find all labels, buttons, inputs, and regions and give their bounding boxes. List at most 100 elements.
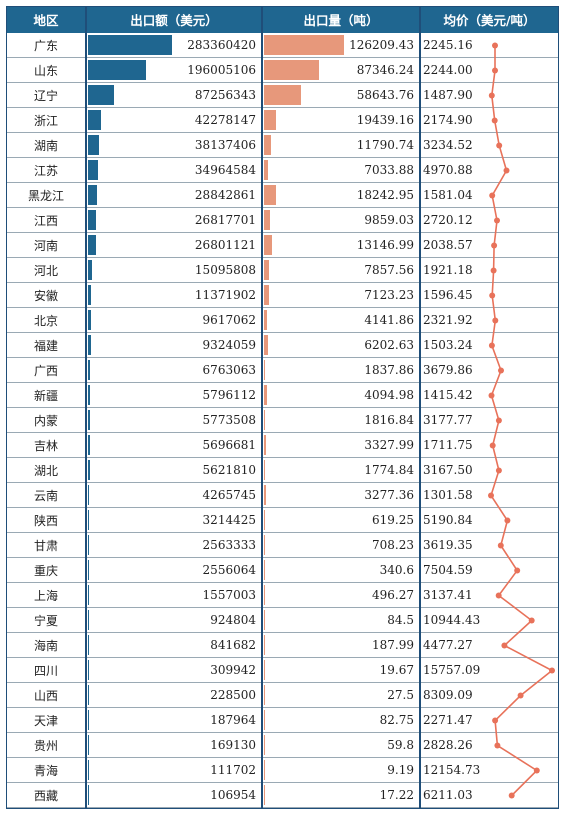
price-value: 6211.03 (423, 788, 473, 802)
amount-bar (88, 685, 89, 705)
price-value: 3177.77 (423, 413, 473, 427)
price-cell: 8309.09 (420, 683, 559, 707)
amount-value: 841682 (210, 638, 256, 652)
price-cell: 2720.12 (420, 208, 559, 232)
amount-bar (88, 85, 114, 105)
amount-cell: 5621810 (86, 458, 262, 482)
amount-bar (88, 560, 89, 580)
quantity-bar (264, 585, 265, 605)
price-cell: 2174.90 (420, 108, 559, 132)
amount-cell: 26817701 (86, 208, 262, 232)
amount-bar (88, 235, 96, 255)
price-value: 1581.04 (423, 188, 473, 202)
price-cell: 1596.45 (420, 283, 559, 307)
table-row: 江苏 34964584 7033.88 4970.88 (6, 158, 559, 183)
amount-cell: 5696681 (86, 433, 262, 457)
amount-cell: 2556064 (86, 558, 262, 582)
price-value: 2828.26 (423, 738, 473, 752)
quantity-bar (264, 235, 273, 255)
price-value: 10944.43 (423, 613, 481, 627)
quantity-cell: 3327.99 (262, 433, 420, 457)
price-cell: 1581.04 (420, 183, 559, 207)
amount-bar (88, 410, 90, 430)
quantity-bar (264, 360, 266, 380)
region-cell: 辽宁 (33, 88, 58, 103)
region-cell: 青海 (33, 763, 58, 778)
amount-cell: 9617062 (86, 308, 262, 332)
quantity-value: 11790.74 (356, 138, 414, 152)
quantity-value: 1837.86 (364, 363, 414, 377)
price-value: 2038.57 (423, 238, 473, 252)
price-cell: 10944.43 (420, 608, 559, 632)
header-quantity: 出口量（吨） (262, 6, 420, 33)
quantity-value: 19439.16 (356, 113, 414, 127)
region-cell: 江西 (33, 213, 58, 228)
table-row: 北京 9617062 4141.86 2321.92 (6, 308, 559, 333)
quantity-value: 17.22 (379, 788, 414, 802)
region-cell: 重庆 (33, 563, 58, 578)
region-cell: 天津 (33, 713, 58, 728)
quantity-cell: 13146.99 (262, 233, 420, 257)
quantity-value: 340.6 (379, 563, 414, 577)
price-cell: 2038.57 (420, 233, 559, 257)
price-value: 1301.58 (423, 488, 473, 502)
quantity-bar (264, 435, 267, 455)
table-row: 新疆 5796112 4094.98 1415.42 (6, 383, 559, 408)
quantity-bar (264, 685, 265, 705)
amount-value: 2563333 (202, 538, 256, 552)
table-row: 山西 228500 27.5 8309.09 (6, 683, 559, 708)
amount-bar (88, 335, 91, 355)
price-cell: 3234.52 (420, 133, 559, 157)
quantity-bar (264, 160, 269, 180)
amount-bar (88, 160, 99, 180)
table-row: 河北 15095808 7857.56 1921.18 (6, 258, 559, 283)
quantity-cell: 7033.88 (262, 158, 420, 182)
export-table: 地区 出口额（美元） 出口量（吨） 均价（美元/吨） 广东 283360420 12… (6, 6, 559, 809)
quantity-bar (264, 335, 268, 355)
quantity-cell: 84.5 (262, 608, 420, 632)
amount-cell: 228500 (86, 683, 262, 707)
amount-bar (88, 285, 92, 305)
table-row: 辽宁 87256343 58643.76 1487.90 (6, 83, 559, 108)
quantity-bar (264, 560, 265, 580)
amount-bar (88, 760, 89, 780)
region-cell: 广西 (33, 363, 58, 378)
quantity-cell: 126209.43 (262, 33, 420, 57)
quantity-value: 27.5 (387, 688, 414, 702)
quantity-cell: 59.8 (262, 733, 420, 757)
price-value: 4477.27 (423, 638, 473, 652)
region-cell: 海南 (33, 638, 58, 653)
price-value: 1711.75 (423, 438, 473, 452)
quantity-value: 4094.98 (364, 388, 414, 402)
price-cell: 4970.88 (420, 158, 559, 182)
table-row: 广西 6763063 1837.86 3679.86 (6, 358, 559, 383)
region-cell: 浙江 (33, 113, 58, 128)
table-row: 贵州 169130 59.8 2828.26 (6, 733, 559, 758)
price-value: 1503.24 (423, 338, 473, 352)
quantity-cell: 4141.86 (262, 308, 420, 332)
quantity-value: 126209.43 (349, 38, 414, 52)
price-cell: 3137.41 (420, 583, 559, 607)
amount-cell: 6763063 (86, 358, 262, 382)
quantity-cell: 17.22 (262, 783, 420, 807)
amount-cell: 42278147 (86, 108, 262, 132)
amount-value: 169130 (210, 738, 256, 752)
amount-bar (88, 260, 93, 280)
quantity-bar (264, 85, 302, 105)
table-row: 内蒙 5773508 1816.84 3177.77 (6, 408, 559, 433)
amount-value: 26801121 (194, 238, 256, 252)
amount-bar (88, 485, 90, 505)
table-row: 甘肃 2563333 708.23 3619.35 (6, 533, 559, 558)
quantity-bar (264, 260, 269, 280)
amount-bar (88, 735, 89, 755)
price-cell: 1711.75 (420, 433, 559, 457)
amount-value: 38137406 (194, 138, 256, 152)
amount-value: 5621810 (202, 463, 256, 477)
quantity-value: 6202.63 (364, 338, 414, 352)
table-row: 天津 187964 82.75 2271.47 (6, 708, 559, 733)
amount-cell: 111702 (86, 758, 262, 782)
price-value: 15757.09 (423, 663, 481, 677)
price-cell: 2244.00 (420, 58, 559, 82)
amount-value: 34964584 (194, 163, 256, 177)
table-row: 西藏 106954 17.22 6211.03 (6, 783, 559, 808)
